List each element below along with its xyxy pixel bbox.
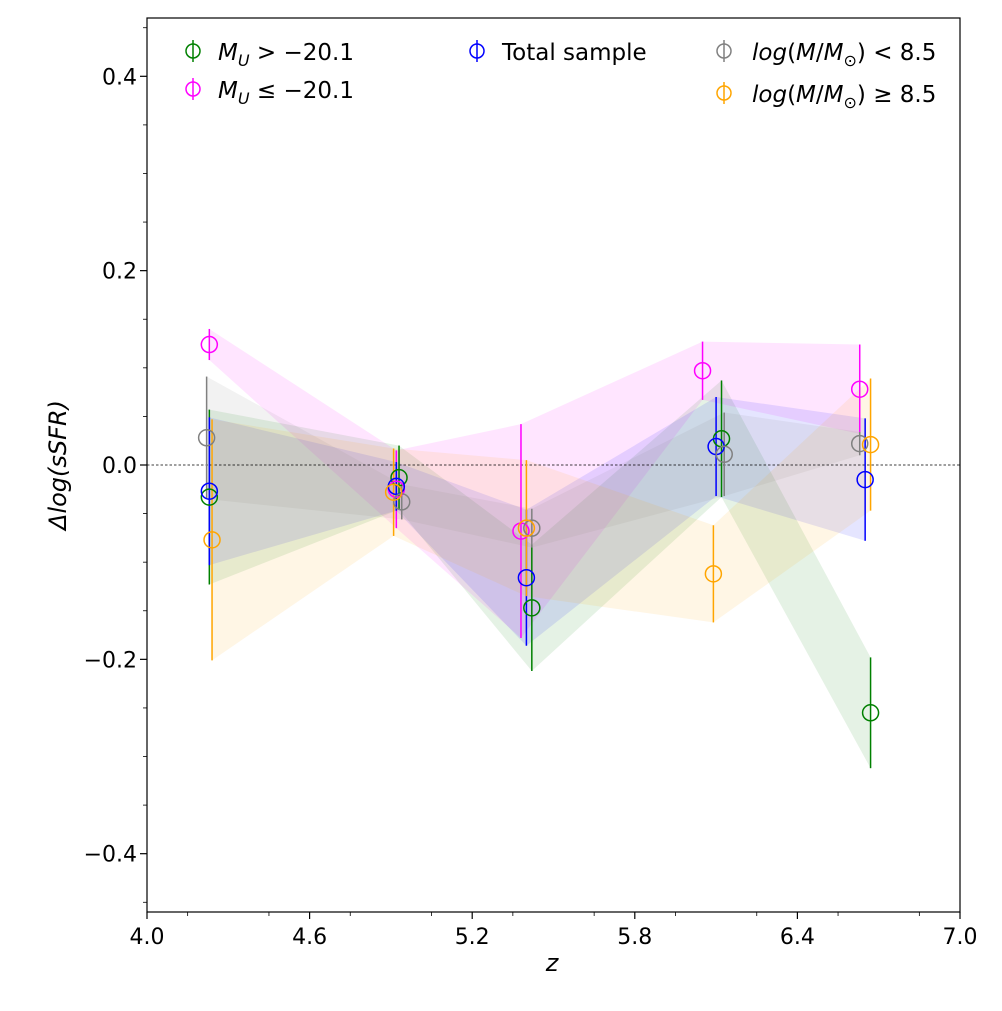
x-tick-label-5: 7.0 [943,925,978,950]
legend-entry-low-mass: log(M/M⊙) < 8.5 [716,40,936,70]
y-tick-label-3: 0.2 [102,260,137,285]
legend-entry-total: Total sample [469,40,647,66]
series-4-point-0 [203,531,221,549]
legend-entry-mu-le: MU ≤ −20.1 [185,78,354,108]
x-tick-label-3: 5.8 [617,925,652,950]
series-1-point-4 [850,380,869,398]
legend: MU > −20.1 MU ≤ −20.1 Total sample log(M… [185,40,936,112]
confidence-bands [206,328,871,769]
error-bars [205,328,872,769]
y-axis-ticks: −0.4 −0.2 0.0 0.2 0.4 [84,27,147,903]
y-tick-label-0: −0.4 [84,843,137,868]
svg-text:log(M/M⊙) ≥ 8.5: log(M/M⊙) ≥ 8.5 [752,82,936,112]
series-3-band [206,376,860,548]
series-0-band [209,380,871,769]
series-3-point-4 [850,434,869,453]
legend-entry-mu-gt: MU > −20.1 [185,40,354,70]
series-2-point-2 [517,568,536,587]
series-4-band [212,378,871,661]
x-tick-label-2: 5.2 [455,925,490,950]
series-1-point-3 [693,361,712,380]
series-2-point-4 [856,470,874,489]
legend-entry-high-mass: log(M/M⊙) ≥ 8.5 [716,82,936,112]
series-4-point-1 [384,483,403,501]
series-1-band [209,328,860,638]
series-4-point-2 [517,519,536,537]
series-0-point-0 [200,488,219,506]
series-4-point-3 [704,565,723,583]
x-tick-label-1: 4.6 [292,925,327,950]
series-2-point-0 [200,482,219,500]
series-0-point-4 [861,704,880,722]
x-axis-label: z [545,949,560,977]
series-3-point-3 [715,445,733,464]
x-tick-label-4: 6.4 [780,925,815,950]
series-4-point-4 [861,435,880,454]
series-3-point-2 [523,519,541,537]
svg-text:Total sample: Total sample [501,40,647,66]
x-axis-ticks: 4.0 4.6 5.2 5.8 6.4 7.0 [130,912,978,950]
y-tick-label-2: 0.0 [102,454,137,479]
svg-text:MU > −20.1: MU > −20.1 [218,40,354,70]
x-tick-label-0: 4.0 [130,925,165,950]
y-tick-label-1: −0.2 [84,648,137,673]
series-1-point-0 [200,335,219,354]
data-markers [197,335,880,722]
svg-text:log(M/M⊙) < 8.5: log(M/M⊙) < 8.5 [752,40,936,70]
y-axis-label: Δlog(sSFR) [44,400,72,532]
y-tick-label-4: 0.4 [102,65,137,90]
series-3-point-0 [197,429,216,447]
series-0-point-2 [523,599,541,617]
svg-text:MU ≤ −20.1: MU ≤ −20.1 [218,78,354,108]
